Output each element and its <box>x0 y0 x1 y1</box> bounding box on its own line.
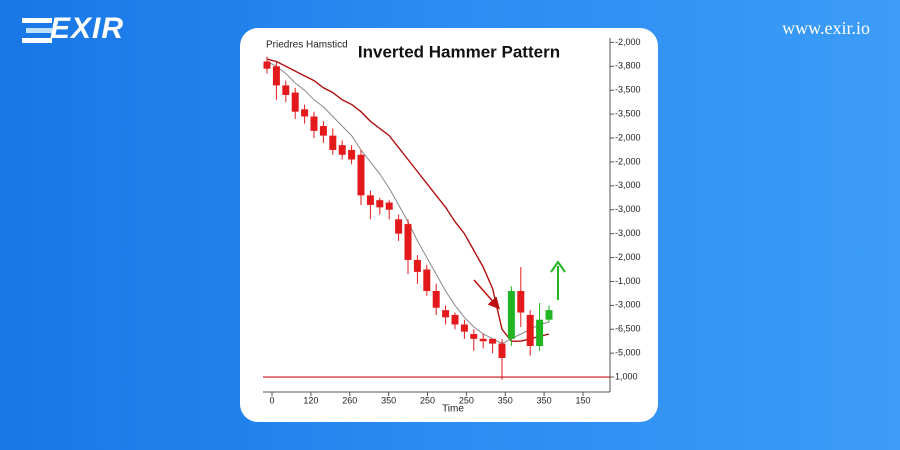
y-tick-label: -3,800 <box>615 61 641 71</box>
candle-body <box>498 343 506 358</box>
x-tick-label: 250 <box>459 395 474 405</box>
candle-body <box>282 85 290 95</box>
x-tick-label: 250 <box>420 395 435 405</box>
y-tick-label: -1,000 <box>615 276 641 286</box>
candle-body <box>319 126 327 136</box>
candle-body <box>413 259 421 272</box>
chart-title: Inverted Hammer Pattern <box>358 42 560 61</box>
chart-panel <box>240 28 658 422</box>
candle-body <box>366 195 374 205</box>
candle-body <box>404 224 412 260</box>
y-tick-label: -3,500 <box>615 85 641 95</box>
candle-body <box>489 338 497 344</box>
y-tick-label: 1,000 <box>615 371 638 381</box>
y-tick-label: -2,000 <box>615 156 641 166</box>
candle-body <box>507 291 515 339</box>
candle-body <box>526 314 534 346</box>
candle-body <box>432 291 440 308</box>
x-tick-label: 260 <box>342 395 357 405</box>
candle-body <box>385 202 393 210</box>
candle-body <box>338 145 346 155</box>
x-tick-label: 150 <box>575 395 590 405</box>
candle-body <box>451 314 459 325</box>
x-tick-label: 350 <box>498 395 513 405</box>
y-tick-label: -5,000 <box>615 348 641 358</box>
candle-body <box>442 310 450 318</box>
reversal-arrow-head <box>550 260 566 273</box>
logo-text: EXIR <box>50 12 125 45</box>
candle-body <box>517 291 525 313</box>
candle-body <box>423 269 431 292</box>
moving-average <box>266 58 550 342</box>
candle-body <box>301 109 309 117</box>
candle-body <box>272 66 280 86</box>
candle-body <box>348 149 356 160</box>
y-tick-label: -2,000 <box>615 252 641 262</box>
candle-body <box>329 135 337 150</box>
x-tick-label: 350 <box>381 395 396 405</box>
y-tick-label: -3,000 <box>615 228 641 238</box>
x-axis-label: Time <box>442 404 464 415</box>
chart-subtitle: Priedres Hamsticd <box>266 40 348 51</box>
y-tick-label: -3,000 <box>615 180 641 190</box>
site-url[interactable]: www.exir.io <box>782 18 870 38</box>
x-tick-label: 120 <box>303 395 318 405</box>
trend-arrow <box>473 279 500 310</box>
candle-body <box>291 92 299 112</box>
candle-body <box>357 154 365 196</box>
candle-body <box>470 334 478 339</box>
candle-body <box>395 219 403 234</box>
candle-body <box>310 116 318 131</box>
candle-body <box>376 200 384 208</box>
y-tick-label: -3,500 <box>615 108 641 118</box>
candle-body <box>545 310 553 320</box>
y-tick-label: -6,500 <box>615 324 641 334</box>
candle-body <box>479 338 487 342</box>
candle-body <box>536 319 544 346</box>
y-tick-label: -2,000 <box>615 37 641 47</box>
candle-body <box>460 324 468 332</box>
x-tick-label: 0 <box>269 395 274 405</box>
y-tick-label: -3,000 <box>615 300 641 310</box>
candle-body <box>263 61 271 69</box>
y-tick-label: -3,000 <box>615 204 641 214</box>
logo-mark <box>22 18 52 43</box>
x-tick-label: 350 <box>537 395 552 405</box>
y-tick-label: -2,000 <box>615 132 641 142</box>
